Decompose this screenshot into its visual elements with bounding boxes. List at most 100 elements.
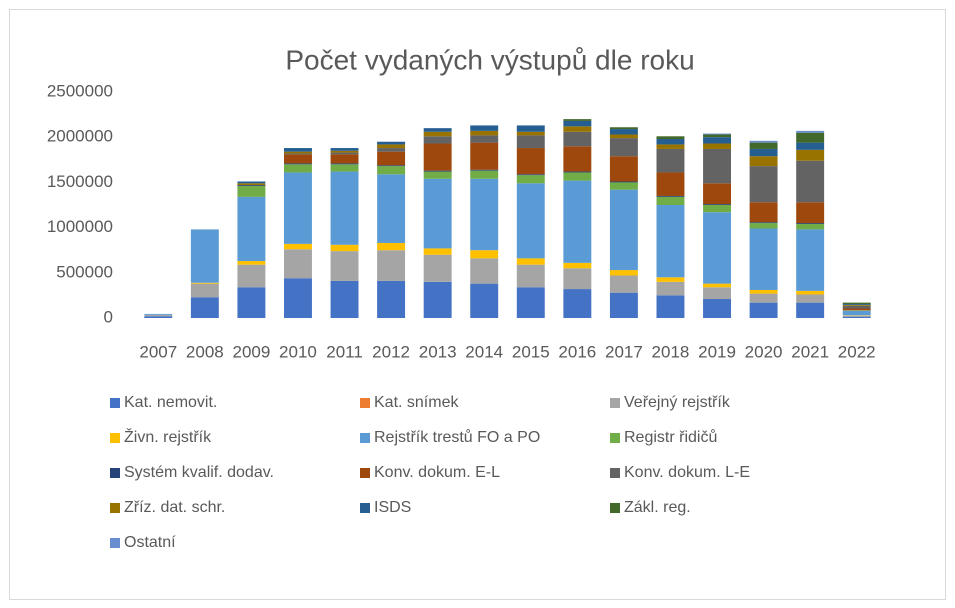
x-tick-label: 2010 (279, 342, 317, 361)
bar-segment (423, 248, 452, 255)
y-tick-label: 500000 (56, 262, 113, 281)
bar-segment (563, 146, 592, 172)
y-tick-label: 1000000 (47, 217, 113, 236)
bar-segment (144, 313, 173, 315)
legend-label: Konv. dokum. L-E (624, 464, 750, 481)
bar-segment (423, 281, 452, 318)
legend-label: Kat. nemovit. (124, 394, 217, 411)
bar-segment (703, 205, 731, 213)
bar-segment (516, 175, 545, 184)
legend-swatch (360, 503, 370, 513)
legend-swatch (360, 433, 370, 443)
legend-label: Ostatní (124, 534, 176, 551)
x-tick-label: 2009 (232, 342, 270, 361)
bar-segment (842, 302, 871, 304)
bar-segment (516, 258, 545, 265)
bar-segment (423, 171, 452, 179)
bar-segment (749, 302, 778, 318)
x-tick-label: 2019 (698, 342, 736, 361)
bar-segment (563, 126, 592, 132)
legend-swatch (610, 398, 620, 408)
bar-segment (842, 310, 871, 316)
y-tick-label: 2000000 (47, 127, 113, 146)
bar-segment (237, 186, 266, 197)
bar-segment (842, 303, 871, 305)
bar-segment (470, 258, 499, 284)
bar-segment (703, 137, 731, 144)
bar-segment (284, 243, 312, 250)
bar-segment (656, 136, 685, 140)
bar-segment (237, 287, 266, 318)
bar-segment (749, 222, 778, 224)
bar-segment (749, 289, 778, 294)
bar-segment (609, 275, 638, 293)
bar-segment (563, 171, 592, 173)
bar-segment (703, 133, 731, 135)
bar-segment (377, 166, 406, 175)
bar-segment (516, 287, 545, 318)
bar-segment (796, 130, 825, 133)
bar-segment (284, 148, 312, 152)
bar-segment (516, 135, 545, 149)
bar-segment (377, 174, 406, 243)
bar-segment (516, 174, 545, 176)
bar-segment (284, 163, 312, 165)
legend-swatch (110, 468, 120, 478)
bar-segment (842, 304, 871, 306)
bar-segment (656, 277, 685, 282)
bar-segment (656, 148, 685, 173)
bar-segment (749, 166, 778, 203)
legend-label: Živn. rejstřík (124, 427, 212, 446)
bar-segment (609, 129, 638, 135)
bar-segment (609, 156, 638, 182)
bar-segment (749, 293, 778, 303)
bar-segment (330, 148, 359, 151)
bar-segment (516, 131, 545, 136)
bar-segment (609, 138, 638, 157)
bar-segment (703, 204, 731, 205)
bar-segment (796, 302, 825, 318)
legend-label: Registr řidičů (624, 428, 717, 446)
y-tick-label: 2500000 (47, 81, 113, 100)
bar-segment (237, 183, 266, 186)
bar-segment (284, 278, 312, 318)
bar-segment (563, 289, 592, 318)
legend-swatch (360, 398, 370, 408)
bar-segment (237, 264, 266, 288)
legend-swatch (110, 433, 120, 443)
bar-segment (423, 131, 452, 137)
x-tick-label: 2014 (465, 342, 503, 361)
bar-segment (796, 229, 825, 291)
bar-segment (423, 254, 452, 282)
legend-swatch (360, 468, 370, 478)
bar-segment (190, 283, 219, 298)
bar-segment (796, 294, 825, 303)
x-tick-label: 2020 (745, 342, 783, 361)
bar-segment (237, 261, 266, 265)
bar-segment (190, 282, 219, 284)
bar-segment (284, 154, 312, 164)
bar-segment (516, 264, 545, 288)
bar-segment (563, 120, 592, 127)
bar-segment (330, 244, 359, 252)
bar-segment (330, 251, 359, 281)
bar-segment (423, 128, 452, 132)
bar-segment (470, 178, 499, 251)
bar-segment (423, 170, 452, 172)
bar-segment (190, 297, 219, 318)
bar-segment (330, 154, 359, 164)
bar-segment (703, 143, 731, 149)
bar-segment (842, 308, 871, 311)
x-tick-label: 2013 (419, 342, 457, 361)
bar-segment (749, 228, 778, 290)
bar-segment (516, 183, 545, 259)
bar-segment (377, 141, 406, 145)
legend-label: Systém kvalif. dodav. (124, 464, 274, 481)
legend-label: Zákl. reg. (624, 499, 691, 516)
legend-swatch (110, 503, 120, 513)
chart-title: Počet vydaných výstupů dle roku (285, 44, 694, 75)
y-tick-label: 0 (104, 307, 113, 326)
bar-segment (470, 283, 499, 318)
